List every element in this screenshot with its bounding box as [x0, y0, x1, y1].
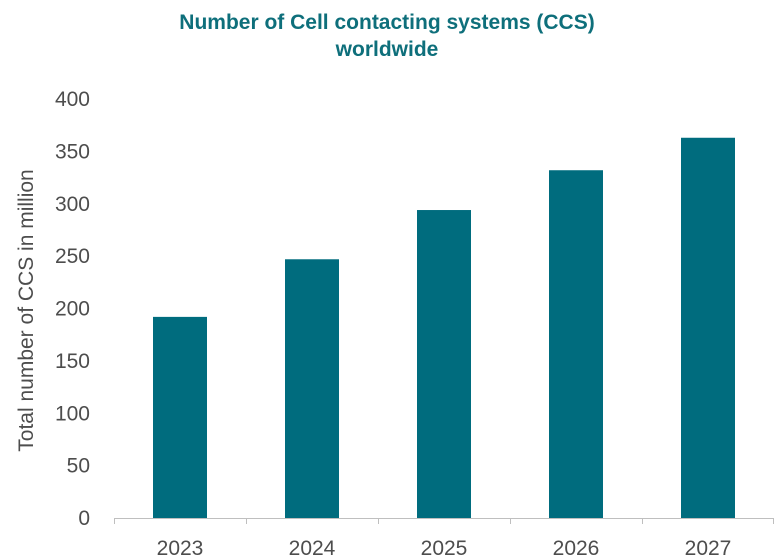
y-tick-label: 400	[55, 88, 90, 111]
chart-title: Number of Cell contacting systems (CCS) …	[0, 9, 774, 63]
chart-title-line-2: worldwide	[335, 38, 439, 61]
x-tick-label: 2026	[553, 537, 600, 560]
chart-title-line-1: Number of Cell contacting systems (CCS)	[179, 11, 595, 34]
bar-2023	[153, 316, 207, 518]
x-tick-label: 2024	[289, 537, 336, 560]
y-tick-label: 100	[55, 402, 90, 425]
y-tick-label: 200	[55, 298, 90, 321]
y-tick-label: 350	[55, 140, 90, 163]
y-tick-label: 150	[55, 350, 90, 373]
bar-2026	[549, 170, 603, 519]
x-tick-label: 2023	[157, 537, 204, 560]
bar-2027	[681, 137, 735, 518]
y-tick-label: 0	[78, 507, 90, 530]
bar-2024	[285, 259, 339, 518]
y-tick-label: 50	[67, 455, 90, 478]
x-tick-label: 2027	[685, 537, 732, 560]
y-axis-title: Total number of CCS in million	[15, 169, 38, 451]
y-tick-label: 250	[55, 245, 90, 268]
bar-2025	[417, 210, 471, 518]
y-tick-label: 300	[55, 193, 90, 216]
x-tick-label: 2025	[421, 537, 468, 560]
